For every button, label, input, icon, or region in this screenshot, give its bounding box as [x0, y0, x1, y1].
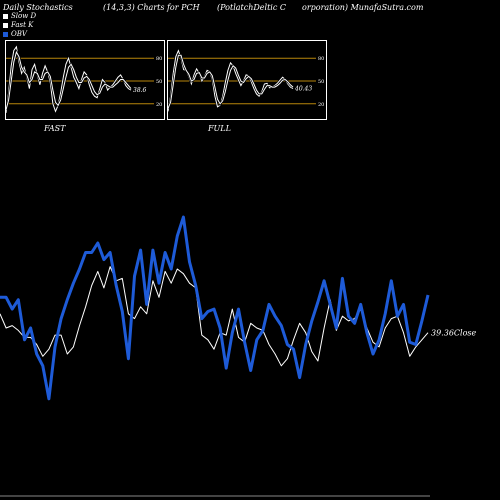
full-series-1: [167, 54, 294, 109]
obv-line: [0, 215, 430, 401]
fast-value-label: 38.6: [133, 87, 147, 94]
fast-tick-80: 80: [156, 56, 162, 62]
legend-swatch-slow-d: [3, 14, 8, 19]
legend-label-fast-k: Fast K: [11, 21, 34, 29]
legend-label-obv: OBV: [11, 30, 27, 38]
fast-stochastic-plot: 20 50 80 38.6: [4, 43, 162, 115]
full-value-label: 40.43: [294, 86, 312, 93]
legend-swatch-obv: [3, 32, 8, 37]
chart-heading-middle: (14,3,3) Charts for PCH: [103, 3, 200, 12]
legend-item-slow-d: Slow D: [3, 12, 36, 21]
full-tick-50: 50: [318, 79, 324, 85]
full-tick-80: 80: [318, 56, 324, 62]
site-credit: orporation) MunafaSutra.com: [302, 3, 424, 12]
fast-panel-title: FAST: [44, 124, 66, 133]
full-stochastic-plot: 20 50 80 40.43: [166, 47, 324, 112]
full-panel-title: FULL: [208, 124, 231, 133]
legend: Slow D Fast K OBV: [3, 12, 36, 39]
legend-swatch-fast-k: [3, 23, 8, 28]
legend-item-fast-k: Fast K: [3, 21, 36, 30]
fast-stochastic-panel: 20 50 80 38.6: [4, 40, 165, 120]
full-tick-20: 20: [318, 102, 324, 108]
chart-heading-left: Daily Stochastics: [3, 3, 73, 12]
full-stochastic-panel: 20 50 80 40.43: [166, 40, 327, 120]
fast-series-1: [5, 50, 132, 111]
fast-tick-20: 20: [156, 102, 162, 108]
chart-heading-right: (PotlatchDeltic C: [217, 3, 287, 12]
close-value-label: 39.36Close: [431, 329, 477, 338]
fast-tick-50: 50: [156, 79, 162, 85]
legend-label-slow-d: Slow D: [11, 12, 37, 20]
legend-item-obv: OBV: [3, 30, 36, 39]
